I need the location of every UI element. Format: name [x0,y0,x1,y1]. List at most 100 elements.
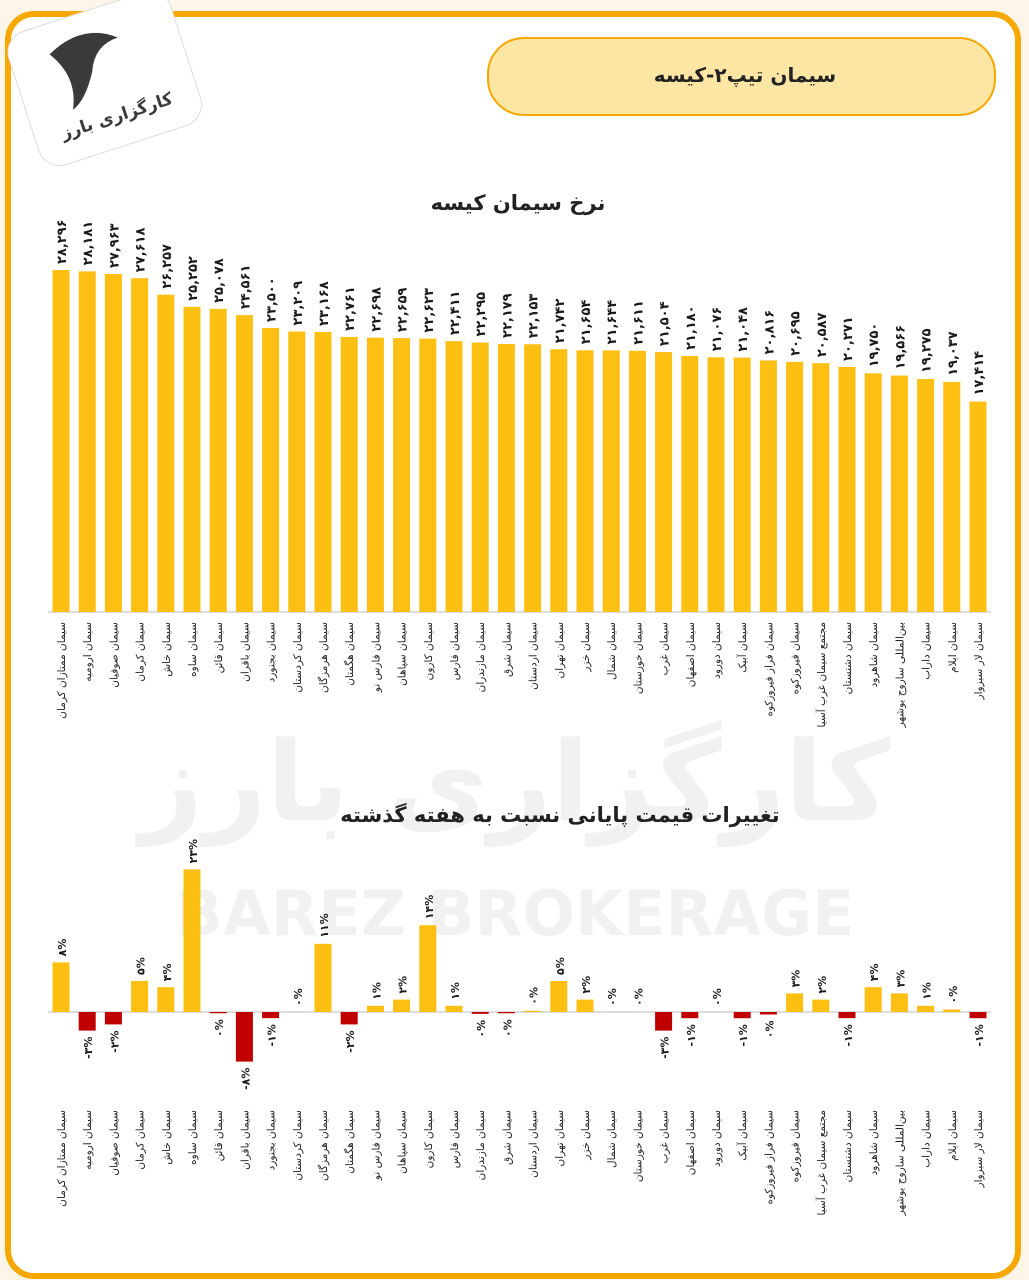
value-label: ۲۷,۶۱۸ [134,228,149,273]
x-tick-label: سیمان فارس نو [370,1110,382,1181]
bar [864,987,882,1012]
x-tick-label: سیمان خاش [161,622,173,677]
bar [602,350,620,612]
x-tick-label: سیمان دورود [711,622,723,679]
x-tick-label: سیمان ایلام [947,622,959,673]
x-tick-label: سیمان قائن [213,1110,225,1161]
value-label: ۲۵,۰۷۸ [212,258,227,303]
x-tick-label: بین‌المللی ساروج بوشهر [894,1110,906,1216]
x-tick-label: سیمان اصفهان [685,622,697,687]
value-label: ۲۲,۴۱۱ [448,291,463,336]
x-tick-label: سیمان غرب [659,622,671,675]
bar [812,999,830,1012]
bar [759,1012,777,1015]
x-tick-label: سیمان هرمزگان [317,622,330,693]
bar [314,943,332,1012]
value-label: ۴% [161,963,174,981]
value-label: -۸% [239,1068,252,1090]
value-label: ۰% [528,987,541,1005]
bar [366,337,384,612]
x-tick-label: سیمان تهران [554,1110,566,1166]
value-label: ۲۱,۶۵۴ [579,300,594,345]
logo: کارگزاری بارز [7,0,203,167]
value-label: ۲% [397,976,410,994]
bar [943,1009,961,1012]
value-label: ۰% [292,988,305,1006]
x-tick-label: سیمان داراب [921,622,933,680]
bar [733,357,751,612]
bar [366,1005,384,1012]
x-tick-label: سیمان شاهرود [868,622,880,687]
bar [340,336,358,612]
bar [550,981,568,1012]
bar [157,294,175,612]
header-box [487,37,996,116]
x-tick-label: سیمان ارومیه [82,622,94,682]
bar [131,278,149,612]
bar [943,381,961,612]
x-tick-label: سیمان دورود [711,1110,723,1167]
bar [183,869,201,1012]
x-tick-label: سیمان خوزستان [632,1110,644,1182]
bar [445,1005,463,1012]
bar [78,271,96,612]
x-tick-label: سیمان مازندران [475,622,487,692]
value-label: ۰% [501,1019,514,1037]
x-tick-label: سیمان کرمان [135,1110,147,1170]
bar [288,331,306,612]
value-label: -۲% [108,1030,121,1052]
value-label: ۱۹,۲۷۵ [920,328,935,373]
watermark: BAREZ BROKERAGE [176,877,855,950]
value-label: ۲۸,۱۸۱ [81,221,96,266]
bar [445,341,463,612]
chart-title: نرخ سیمان کیسه [431,191,606,215]
value-label: ۲۳,۲۰۹ [291,281,306,326]
bar [419,338,437,612]
value-label: ۲۱,۶۴۴ [605,300,620,345]
x-tick-label: سیمان داراب [921,1110,933,1168]
bar [524,1010,542,1012]
bar [262,327,280,612]
x-tick-label: سیمان آبیک [736,1110,749,1161]
bar [655,1012,673,1031]
bar [183,306,201,612]
logo-card [7,0,203,167]
bar [524,344,542,612]
watermark: کارگزاری بارز [135,718,890,847]
bar [864,373,882,612]
bar [576,999,594,1012]
x-tick-label: سیمان کردستان [292,622,304,693]
bar [890,993,908,1012]
bar [576,350,594,612]
bar [157,987,175,1012]
bar [550,349,568,612]
x-tick-label: سیمان هرمزگان [317,1110,330,1181]
bar [52,962,70,1012]
value-label: ۳% [894,970,907,988]
value-label: -۳% [659,1037,672,1059]
x-tick-label: سیمان هگمتان [343,1110,356,1174]
x-tick-label: سیمان ساوه [187,622,199,677]
value-label: -۱% [737,1024,750,1046]
bar [917,379,935,612]
x-tick-label: سیمان فارس [449,1110,461,1168]
value-label: -۱% [266,1024,279,1046]
value-label: ۲۲,۶۲۳ [422,288,437,333]
value-label: ۲% [816,976,829,994]
value-label: ۲۱,۰۴۸ [736,307,751,352]
x-tick-label: سیمان شرق [501,1110,513,1165]
bar [655,352,673,612]
value-label: ۰% [632,988,645,1006]
x-tick-label: سیمان دشتستان [842,622,854,694]
x-tick-label: سیمان باقران [239,1110,251,1170]
x-tick-label: سیمان بجنورد [266,622,278,682]
x-tick-label: سیمان خاش [161,1110,173,1165]
bar [786,993,804,1012]
x-tick-label: سیمان کردستان [292,1110,304,1181]
value-label: ۲۴,۵۶۱ [238,265,253,310]
x-tick-label: سیمان کارون [423,622,435,680]
x-tick-label: سیمان فارس نو [370,622,382,693]
bar [838,1012,856,1019]
x-tick-label: سیمان فارس [449,622,461,680]
value-label: ۲۲,۶۹۸ [369,287,384,332]
